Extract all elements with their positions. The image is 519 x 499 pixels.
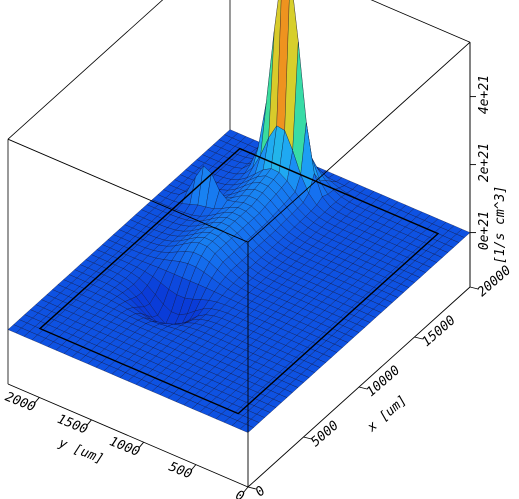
- y-tick-label: 500: [167, 460, 195, 483]
- box-edge-top-back: [7, 0, 164, 140]
- y-axis-label: y [um]: [56, 435, 106, 467]
- box-edge-front-left: [7, 383, 249, 488]
- y-tick: [190, 464, 197, 471]
- base-plane-outline: [38, 147, 440, 415]
- y-tick-label: 2000: [3, 390, 38, 416]
- box-edge-top-left: [7, 138, 249, 243]
- z-tick-label: 4e+21: [477, 75, 492, 114]
- x-tick: [358, 386, 368, 390]
- x-tick-label: 20000: [475, 263, 515, 300]
- x-tick: [414, 336, 423, 340]
- box-edge-top-right: [370, 0, 471, 43]
- surface-mesh: [7, 0, 471, 433]
- x-tick: [303, 436, 312, 440]
- x-tick: [247, 486, 257, 490]
- z-tick-label: 2e+21: [477, 143, 492, 182]
- z-axis-label: [1/s cm^3]: [493, 186, 508, 264]
- y-tick-label: 1000: [107, 434, 142, 460]
- y-tick: [138, 441, 144, 449]
- z-tick-label: 0e+21: [477, 211, 492, 250]
- x-axis-label: x [um]: [364, 393, 410, 436]
- y-tick-label: 1500: [55, 412, 90, 438]
- y-tick-label: 0: [233, 488, 246, 499]
- x-tick: [469, 286, 479, 290]
- y-tick: [33, 397, 40, 404]
- surface-cell: [239, 423, 254, 433]
- x-tick-label: 5000: [308, 418, 342, 450]
- box-edge-top-front: [247, 41, 471, 243]
- y-tick: [86, 419, 92, 427]
- y-tick: [242, 486, 249, 494]
- x-tick-label: 0: [253, 483, 269, 499]
- x-tick-label: 15000: [419, 313, 459, 350]
